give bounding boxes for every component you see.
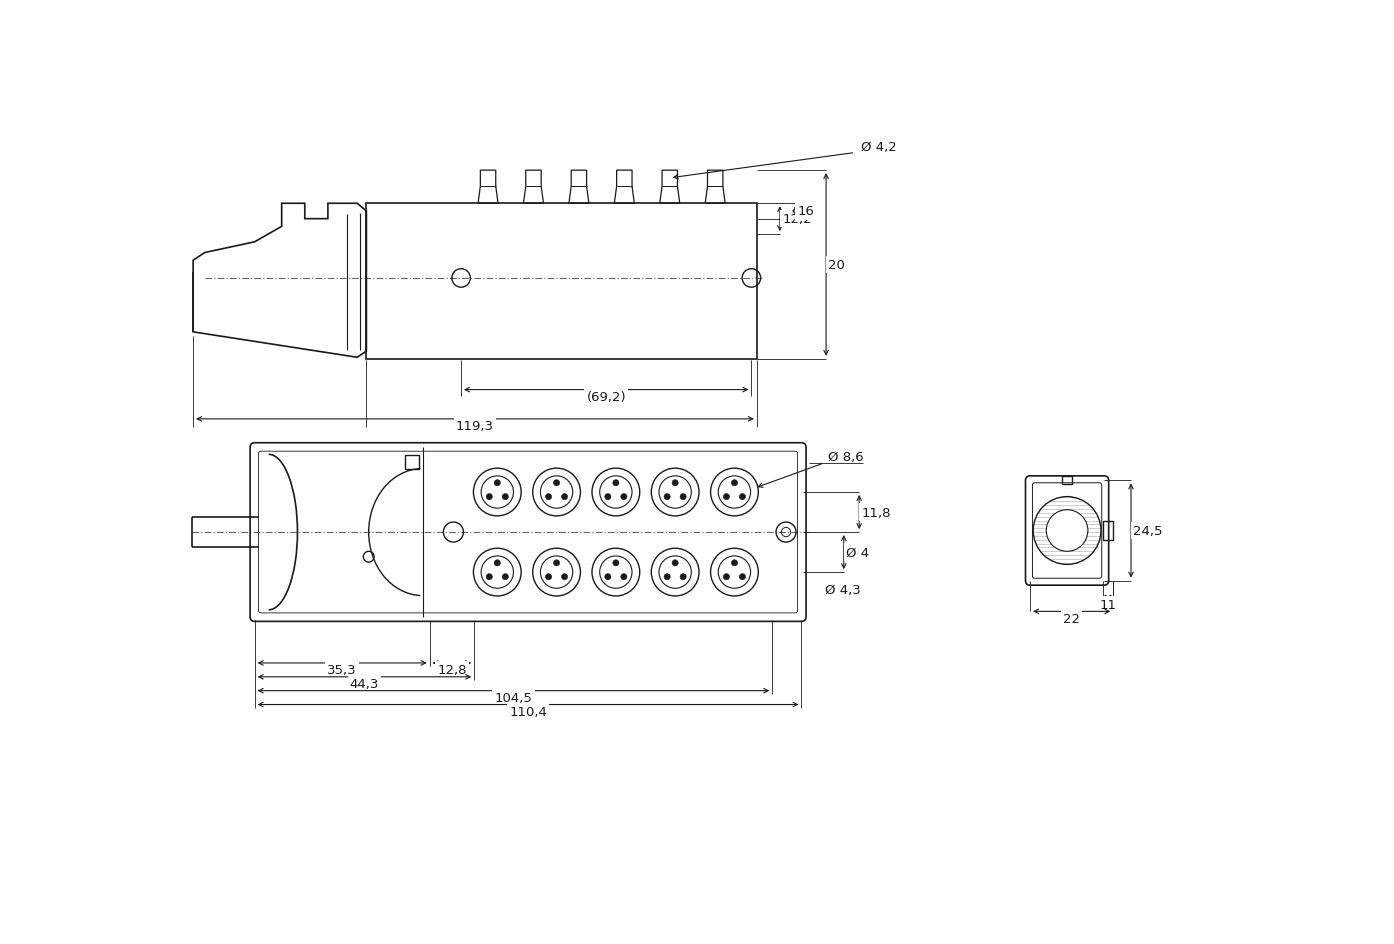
Bar — [404, 456, 418, 469]
Circle shape — [562, 494, 567, 500]
Circle shape — [502, 574, 509, 581]
Text: Ø 8,6: Ø 8,6 — [828, 450, 863, 464]
Text: 12,2: 12,2 — [782, 213, 811, 226]
Circle shape — [487, 494, 492, 500]
Circle shape — [487, 574, 492, 581]
Circle shape — [1047, 510, 1087, 551]
Circle shape — [739, 574, 746, 581]
Bar — [367, 204, 757, 360]
Text: 20: 20 — [828, 259, 845, 272]
Circle shape — [672, 560, 679, 566]
Text: 22: 22 — [1064, 612, 1080, 625]
Bar — [1062, 477, 1072, 484]
Circle shape — [672, 480, 679, 486]
Text: 11: 11 — [1100, 598, 1117, 612]
Text: 35,3: 35,3 — [328, 664, 357, 677]
Circle shape — [723, 574, 729, 581]
Text: Ø 4: Ø 4 — [846, 546, 870, 559]
Text: Ø 4,2: Ø 4,2 — [861, 141, 898, 154]
Circle shape — [495, 480, 500, 486]
Circle shape — [553, 560, 559, 566]
Circle shape — [605, 574, 611, 581]
Circle shape — [723, 494, 729, 500]
Text: 24,5: 24,5 — [1133, 525, 1163, 537]
Circle shape — [605, 494, 611, 500]
Circle shape — [680, 494, 686, 500]
Text: 119,3: 119,3 — [456, 420, 493, 433]
Circle shape — [613, 560, 619, 566]
Circle shape — [495, 560, 500, 566]
Circle shape — [620, 494, 627, 500]
Circle shape — [545, 574, 552, 581]
Circle shape — [502, 494, 509, 500]
Circle shape — [739, 494, 746, 500]
Text: 110,4: 110,4 — [509, 705, 546, 718]
Circle shape — [545, 494, 552, 500]
Text: (69,2): (69,2) — [587, 391, 626, 404]
Text: 44,3: 44,3 — [350, 678, 379, 690]
Text: 104,5: 104,5 — [495, 691, 533, 704]
Circle shape — [732, 480, 737, 486]
Text: 16: 16 — [797, 205, 814, 218]
Circle shape — [664, 494, 671, 500]
Text: 11,8: 11,8 — [861, 506, 891, 519]
Bar — [1103, 522, 1114, 540]
Circle shape — [553, 480, 559, 486]
Circle shape — [664, 574, 671, 581]
Circle shape — [562, 574, 567, 581]
Text: Ø 4,3: Ø 4,3 — [824, 582, 860, 596]
Circle shape — [613, 480, 619, 486]
Circle shape — [620, 574, 627, 581]
Text: 12,8: 12,8 — [438, 664, 467, 677]
Circle shape — [732, 560, 737, 566]
Circle shape — [680, 574, 686, 581]
